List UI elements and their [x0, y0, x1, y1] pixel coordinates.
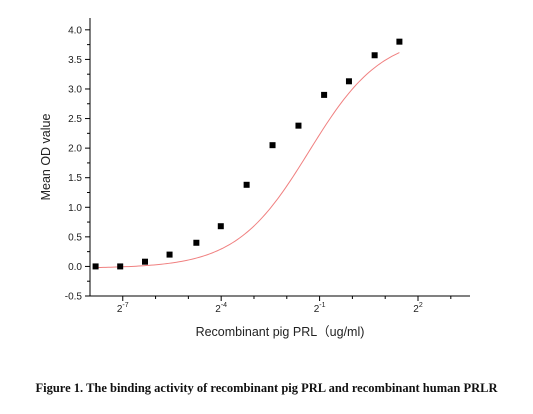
y-tick-label: 3.5 — [68, 55, 82, 66]
data-point — [142, 258, 149, 265]
data-points — [92, 38, 403, 270]
y-tick-label: 2.5 — [68, 114, 82, 125]
y-tick-label: 1.0 — [68, 203, 82, 214]
x-tick-label: 2-7 — [117, 302, 129, 315]
data-point — [193, 239, 200, 246]
x-tick-label: 2-1 — [314, 302, 326, 315]
y-tick-label: 4.0 — [68, 25, 82, 36]
data-point — [396, 38, 403, 45]
y-tick-label: 1.5 — [68, 173, 82, 184]
y-axis-title: Mean OD value — [39, 114, 53, 201]
y-tick-label: 0.0 — [68, 262, 82, 273]
data-point — [295, 122, 302, 129]
data-point — [269, 142, 276, 149]
x-tick-label: 2-4 — [215, 302, 227, 315]
x-tick-label: 22 — [413, 302, 423, 315]
x-ticks: 2-7 2-4 2-1 22 — [117, 296, 452, 315]
data-point — [371, 52, 378, 59]
y-tick-label: -0.5 — [65, 292, 83, 303]
data-point — [92, 263, 99, 270]
y-ticks: -0.5 0.0 0.5 1.0 1.5 2.0 2.5 3.0 3.5 4.0 — [65, 25, 90, 303]
y-tick-label: 0.5 — [68, 232, 82, 243]
data-point — [243, 181, 250, 188]
figure-caption: Figure 1. The binding activity of recomb… — [35, 381, 498, 395]
data-point — [217, 223, 224, 230]
fit-curve — [95, 52, 400, 269]
axes — [89, 18, 470, 297]
data-point — [321, 91, 328, 98]
x-axis-title: Recombinant pig PRL（ug/ml) — [196, 325, 365, 339]
y-tick-label: 2.0 — [68, 144, 82, 155]
y-tick-label: 3.0 — [68, 84, 82, 95]
data-point — [117, 263, 124, 270]
data-point — [166, 251, 173, 258]
data-point — [345, 78, 352, 85]
